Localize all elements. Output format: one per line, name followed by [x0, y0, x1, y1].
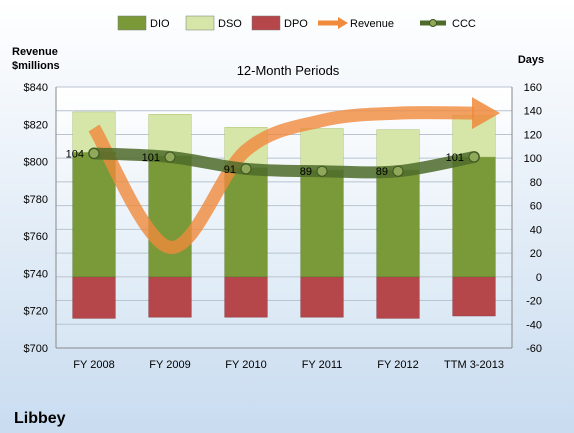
lines-group: 104 101 91 89 89 101 — [66, 97, 500, 254]
bar-dio — [224, 167, 268, 278]
company-name: Libbey — [14, 410, 66, 427]
y-left-label-line2: $millions — [12, 60, 60, 72]
legend-swatch-dpo — [251, 15, 281, 31]
right-tick-label: -20 — [526, 296, 542, 308]
ccc-data-label: 89 — [300, 166, 312, 178]
y-right-label: Days — [518, 54, 544, 66]
legend-label: DPO — [284, 18, 308, 30]
bar-dio — [376, 169, 420, 278]
bar-dpo — [300, 276, 344, 318]
ccc-point — [240, 163, 252, 175]
bar-dpo — [376, 276, 420, 319]
right-tick-label: -40 — [526, 319, 542, 331]
ccc-point — [164, 151, 176, 163]
ccc-point — [88, 147, 100, 159]
right-tick-label: 80 — [530, 177, 542, 189]
left-tick-label: $740 — [24, 268, 48, 280]
bar-dpo — [452, 276, 496, 317]
left-tick-label: $840 — [24, 82, 48, 94]
bar-dpo — [148, 276, 192, 318]
right-tick-label: 60 — [530, 201, 542, 213]
right-tick-label: 20 — [530, 248, 542, 260]
x-tick-label: FY 2009 — [149, 359, 190, 371]
right-tick-label: -60 — [526, 343, 542, 355]
chart-title: 12-Month Periods — [237, 63, 340, 78]
legend-swatch-dio — [117, 15, 147, 31]
right-tick-label: 100 — [524, 153, 542, 165]
right-tick-label: 140 — [524, 106, 542, 118]
x-tick-label: FY 2012 — [377, 359, 418, 371]
ccc-point — [468, 151, 480, 163]
bars-group — [72, 111, 496, 319]
legend-swatch-dso — [185, 15, 215, 31]
legend-label: CCC — [452, 18, 476, 30]
right-tick-label: 120 — [524, 129, 542, 141]
ccc-data-label: 101 — [142, 152, 160, 164]
legend: DIO DSO DPO Revenue CCC — [117, 15, 476, 31]
legend-label: DSO — [218, 18, 242, 30]
ccc-data-label: 89 — [376, 166, 388, 178]
left-tick-label: $700 — [24, 343, 48, 355]
revenue-arrowhead — [472, 97, 500, 130]
x-tick-label: FY 2011 — [302, 359, 343, 371]
ccc-point — [316, 165, 328, 177]
x-tick-label: TTM 3-2013 — [444, 359, 504, 371]
bar-dso — [300, 128, 344, 171]
left-tick-label: $800 — [24, 157, 48, 169]
right-tick-label: 0 — [536, 272, 542, 284]
bar-dso — [148, 114, 192, 157]
legend-marker-ccc — [429, 19, 437, 27]
ccc-line — [88, 147, 480, 179]
legend-arrowhead-revenue — [338, 17, 348, 29]
left-tick-label: $780 — [24, 194, 48, 206]
x-tick-label: FY 2008 — [73, 359, 114, 371]
bar-dpo — [224, 276, 268, 318]
bar-dio — [300, 169, 344, 278]
ccc-data-label: 91 — [224, 164, 236, 176]
left-tick-label: $760 — [24, 231, 48, 243]
left-tick-label: $720 — [24, 306, 48, 318]
ccc-point — [392, 165, 404, 177]
right-tick-label: 160 — [524, 82, 542, 94]
ccc-data-label: 101 — [446, 152, 464, 164]
y-left-label-line1: Revenue — [12, 46, 58, 58]
ccc-data-label: 104 — [66, 148, 84, 160]
legend-label: Revenue — [350, 18, 394, 30]
legend-label: DIO — [150, 18, 170, 30]
bar-dio — [452, 156, 496, 278]
left-tick-label: $820 — [24, 119, 48, 131]
revenue-line — [88, 106, 475, 254]
bar-dio — [148, 155, 192, 278]
right-tick-label: 40 — [530, 224, 542, 236]
bar-dpo — [72, 276, 116, 319]
axes-group: $840 $820 $800 $780 $760 $740 $720 $700 160 140 12… — [24, 82, 542, 371]
x-tick-label: FY 2010 — [225, 359, 266, 371]
